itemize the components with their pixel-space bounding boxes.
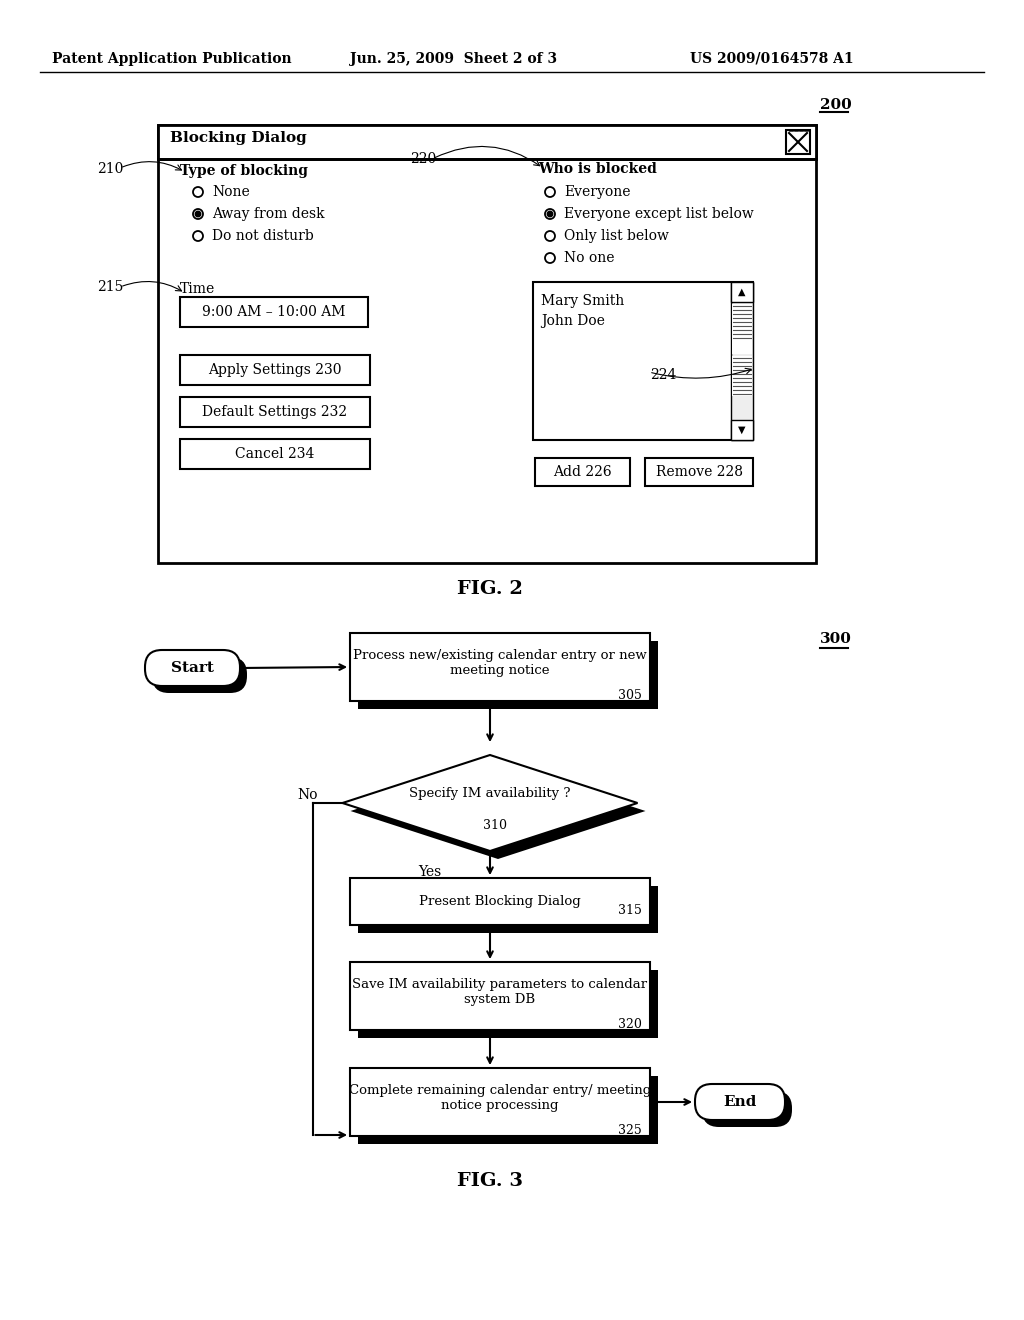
Text: Everyone except list below: Everyone except list below: [564, 207, 754, 220]
Text: No: No: [297, 788, 317, 803]
Bar: [786, 129, 810, 154]
FancyBboxPatch shape: [145, 649, 240, 686]
Text: ▼: ▼: [738, 425, 745, 434]
Text: No one: No one: [564, 251, 614, 265]
Text: 215: 215: [97, 280, 123, 294]
Text: Remove 228: Remove 228: [655, 465, 742, 479]
Text: None: None: [212, 185, 250, 199]
Circle shape: [547, 211, 553, 216]
Text: Mary Smith: Mary Smith: [541, 294, 625, 308]
Text: Cancel 234: Cancel 234: [236, 447, 314, 461]
Bar: [358, 1076, 658, 1144]
Bar: [350, 634, 650, 701]
Text: 210: 210: [97, 162, 123, 176]
Bar: [358, 642, 658, 709]
Text: 224: 224: [650, 368, 677, 381]
Bar: [350, 1068, 650, 1137]
Text: 305: 305: [618, 689, 642, 702]
Bar: [731, 282, 753, 440]
Text: Save IM availability parameters to calendar
system DB: Save IM availability parameters to calen…: [352, 978, 647, 1006]
Text: FIG. 2: FIG. 2: [457, 579, 523, 598]
Text: Only list below: Only list below: [564, 228, 669, 243]
FancyBboxPatch shape: [152, 657, 247, 693]
Text: 310: 310: [483, 818, 507, 832]
Text: Type of blocking: Type of blocking: [180, 164, 308, 178]
Text: Complete remaining calendar entry/ meeting
notice processing: Complete remaining calendar entry/ meeti…: [349, 1084, 651, 1111]
Text: Time: Time: [180, 282, 215, 296]
Text: Patent Application Publication: Patent Application Publication: [52, 51, 292, 66]
Text: ▲: ▲: [738, 288, 745, 297]
Text: 200: 200: [820, 98, 852, 112]
FancyBboxPatch shape: [695, 1084, 785, 1119]
Text: FIG. 3: FIG. 3: [457, 1172, 523, 1191]
Bar: [158, 125, 816, 564]
Text: Apply Settings 230: Apply Settings 230: [208, 363, 342, 378]
Text: Specify IM availability ?: Specify IM availability ?: [410, 787, 570, 800]
Bar: [731, 420, 753, 440]
Text: Start: Start: [171, 661, 214, 675]
Bar: [180, 297, 368, 327]
Text: Everyone: Everyone: [564, 185, 631, 199]
Bar: [731, 282, 753, 302]
Text: Process new/existing calendar entry or new
meeting notice: Process new/existing calendar entry or n…: [353, 649, 647, 677]
Text: Jun. 25, 2009  Sheet 2 of 3: Jun. 25, 2009 Sheet 2 of 3: [350, 51, 557, 66]
Bar: [732, 304, 752, 342]
Polygon shape: [350, 763, 645, 859]
Text: End: End: [723, 1096, 757, 1109]
Text: Do not disturb: Do not disturb: [212, 228, 313, 243]
Text: John Doe: John Doe: [541, 314, 605, 327]
Text: US 2009/0164578 A1: US 2009/0164578 A1: [690, 51, 854, 66]
Bar: [180, 397, 370, 426]
Bar: [350, 878, 650, 925]
Text: Present Blocking Dialog: Present Blocking Dialog: [419, 895, 581, 908]
Text: 315: 315: [618, 904, 642, 917]
Bar: [732, 342, 752, 354]
Text: 300: 300: [820, 632, 852, 645]
Text: 320: 320: [618, 1018, 642, 1031]
Bar: [358, 886, 658, 933]
Text: Away from desk: Away from desk: [212, 207, 325, 220]
Bar: [358, 970, 658, 1038]
Bar: [732, 356, 752, 396]
Text: Add 226: Add 226: [553, 465, 611, 479]
Text: Who is blocked: Who is blocked: [538, 162, 656, 176]
Bar: [645, 458, 753, 486]
Polygon shape: [342, 755, 638, 851]
Bar: [158, 125, 816, 158]
Bar: [534, 282, 753, 440]
FancyBboxPatch shape: [702, 1092, 792, 1127]
Text: 9:00 AM – 10:00 AM: 9:00 AM – 10:00 AM: [203, 305, 346, 319]
Text: 325: 325: [618, 1125, 642, 1137]
Bar: [350, 962, 650, 1030]
Bar: [180, 355, 370, 385]
Text: Default Settings 232: Default Settings 232: [203, 405, 347, 418]
Text: Yes: Yes: [419, 865, 441, 879]
Bar: [535, 458, 630, 486]
Bar: [180, 440, 370, 469]
Text: 220: 220: [410, 152, 436, 166]
Text: Blocking Dialog: Blocking Dialog: [170, 131, 307, 145]
Circle shape: [196, 211, 201, 216]
